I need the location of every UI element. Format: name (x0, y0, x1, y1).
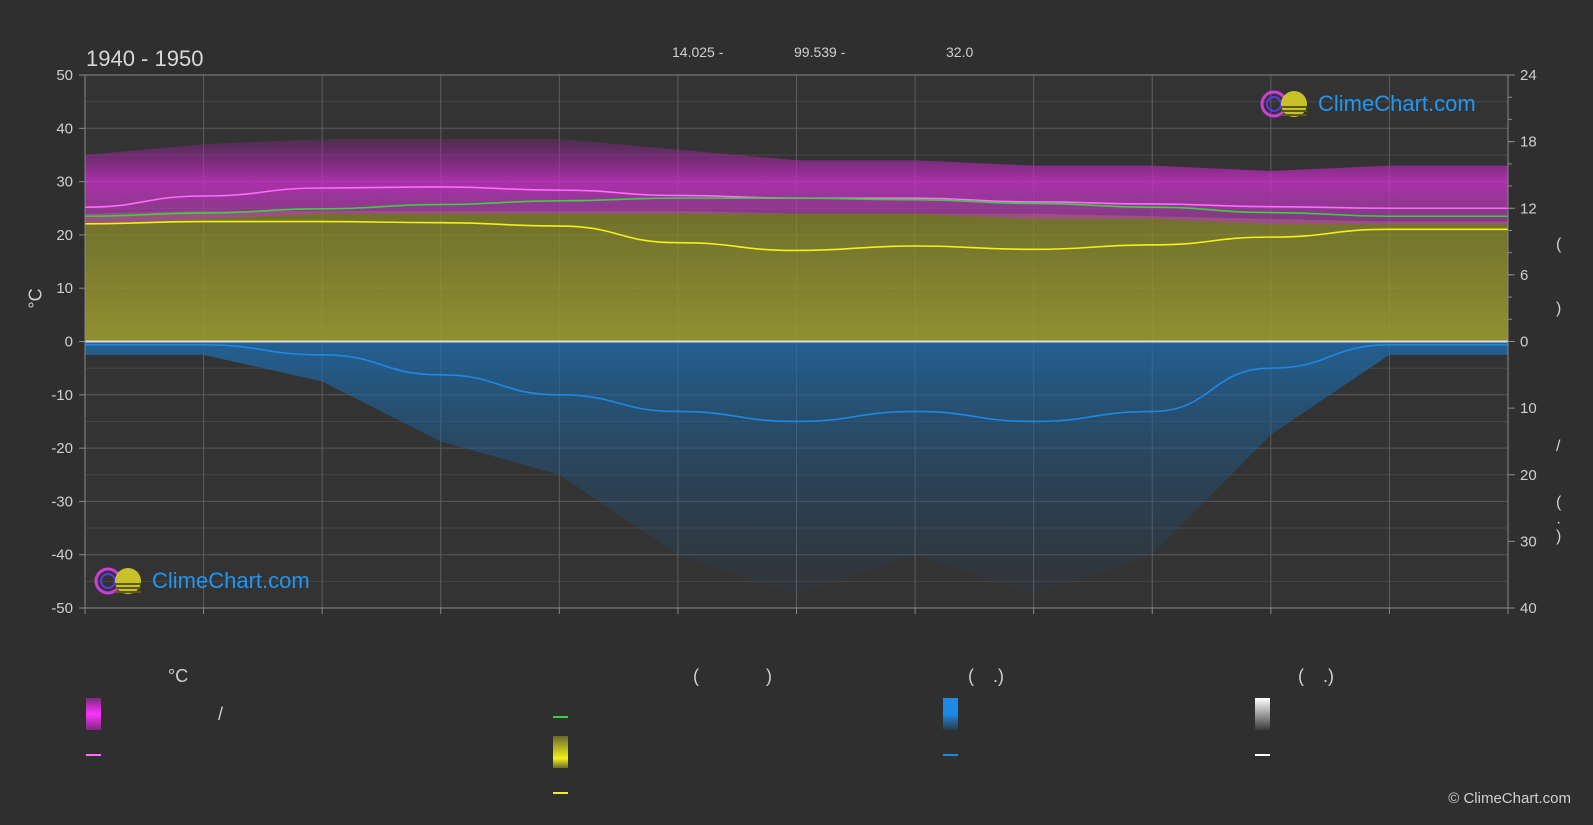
legend-swatch-snow-line (1255, 754, 1270, 756)
legend-swatch-precip-band (943, 698, 958, 730)
right-axis-tick-label: 6 (1520, 267, 1528, 284)
sunshine-line (84, 220, 1508, 252)
logo-icon (94, 567, 141, 595)
legend-swatch-max-temp-line (86, 754, 101, 756)
logo-text: ClimeChart.com (152, 568, 310, 593)
right-axis-tick-label: 20 (1520, 467, 1537, 484)
right-axis-tick-label: 10 (1520, 400, 1537, 417)
legend-header-snow-open: ( (1298, 666, 1304, 686)
right-axis-tick-label: 18 (1520, 134, 1537, 151)
legend-header-temperature: °C (168, 666, 189, 686)
left-axis-tick-label: -10 (51, 387, 73, 404)
legend-swatch-sunshine-band (553, 736, 568, 768)
right-axis-tick-label: 12 (1520, 200, 1537, 217)
right-axis-glyph: ) (1556, 300, 1562, 317)
right-axis-glyph: ) (1556, 528, 1562, 545)
right-axis-tick-label: 24 (1520, 67, 1537, 84)
right-axis-tick-label: 40 (1520, 600, 1537, 617)
latitude-text: 14.025 - (672, 44, 724, 60)
legend-header-sun-open: ( (693, 666, 699, 686)
legend-header-sun-close: ) (766, 666, 772, 686)
logo-top[interactable]: ClimeChart.com (1260, 88, 1476, 120)
sunshine-band (85, 210, 1508, 342)
copyright: © ClimeChart.com (1448, 790, 1571, 807)
right-axis-glyph: · (1556, 514, 1562, 531)
precipitation-line (85, 344, 1509, 423)
period-title: 1940 - 1950 (86, 46, 204, 71)
right-axis-glyph: / (1556, 438, 1561, 455)
logo-bottom[interactable]: ClimeChart.com (94, 565, 310, 597)
right-axis-tick-label: 30 (1520, 533, 1537, 550)
legend-swatch-sunshine-line (553, 792, 568, 794)
legend-swatch-precip-line (943, 754, 958, 756)
right-axis-glyph: ( (1556, 494, 1562, 511)
left-axis-tick-label: -50 (51, 600, 73, 617)
left-axis-unit: °C (25, 288, 46, 309)
elevation-text: 32.0 (946, 44, 974, 60)
precipitation-band (85, 341, 1508, 595)
left-axis-tick-label: 0 (65, 334, 73, 351)
left-axis-tick-label: 50 (56, 67, 73, 84)
left-axis-tick-label: 30 (56, 174, 73, 191)
logo-icon (1260, 90, 1307, 118)
legend-header-snow-close: .) (1323, 666, 1334, 686)
left-axis-tick-label: -40 (51, 547, 73, 564)
right-axis-tick-label: 0 (1520, 334, 1528, 351)
legend-header-rain-open: ( (968, 666, 974, 686)
left-axis-tick-label: -20 (51, 440, 73, 457)
legend-swatch-max-temp-band (86, 698, 101, 730)
logo-text: ClimeChart.com (1318, 91, 1476, 116)
legend-header-rain-close: .) (993, 666, 1004, 686)
legend-swatch-mean-temp-line (553, 716, 568, 718)
max-temp-band (85, 138, 1508, 225)
legend-slash: / (218, 704, 224, 724)
left-axis-tick-label: -30 (51, 493, 73, 510)
mean-temp-line (84, 197, 1508, 218)
legend-swatch-snow-band (1255, 698, 1270, 730)
left-axis-tick-label: 40 (56, 120, 73, 137)
right-axis-glyph: ( (1556, 236, 1562, 253)
longitude-text: 99.539 - (794, 44, 846, 60)
left-axis-tick-label: 10 (56, 280, 73, 297)
left-axis-tick-label: 20 (56, 227, 73, 244)
